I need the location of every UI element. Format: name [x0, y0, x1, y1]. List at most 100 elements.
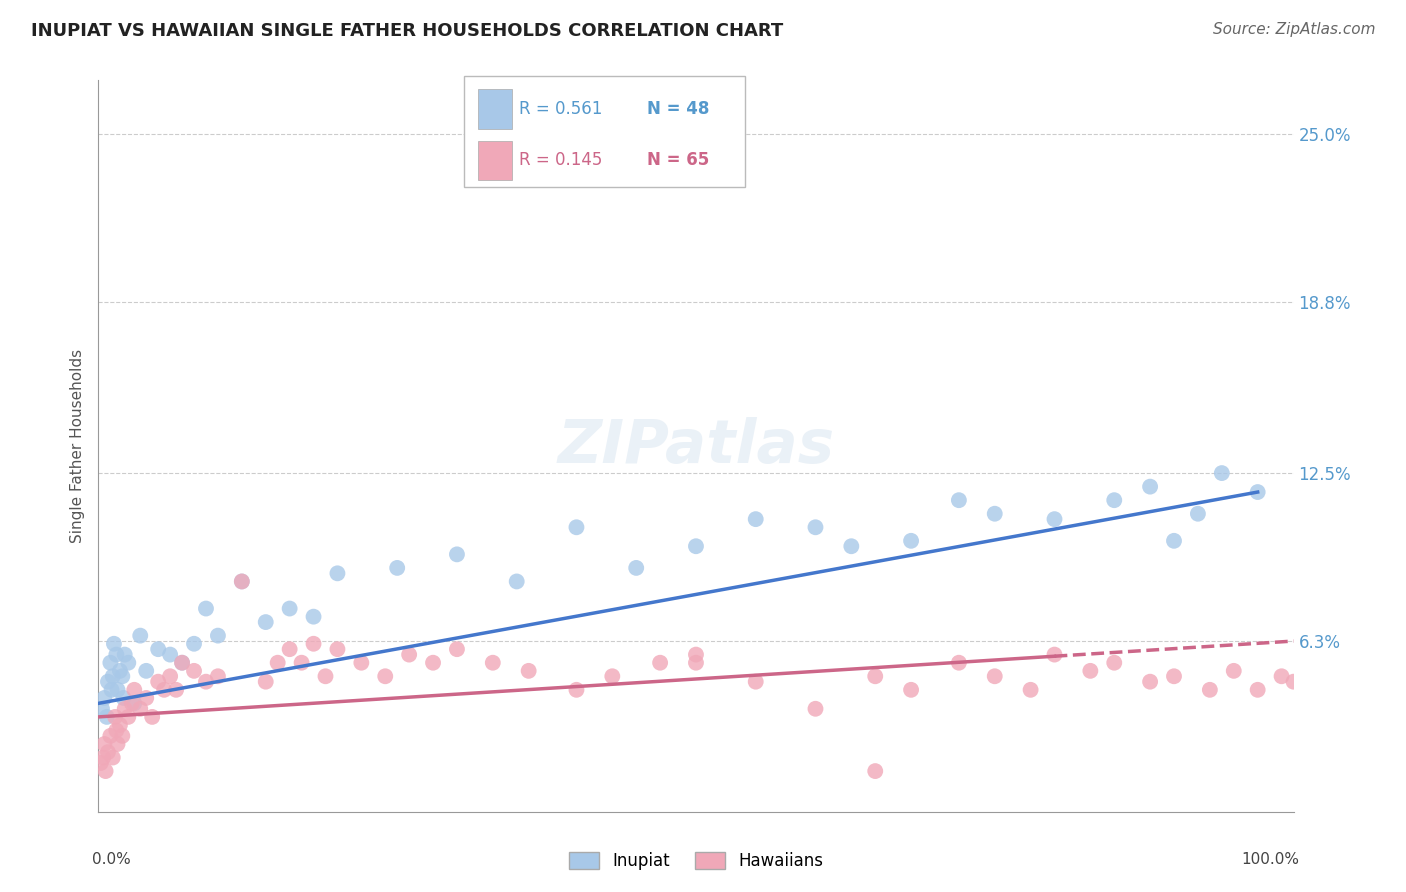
Point — [1211, 466, 1233, 480]
Point — [96, 710, 118, 724]
Point — [278, 601, 301, 615]
Point — [626, 561, 648, 575]
Point — [685, 539, 707, 553]
Point — [745, 512, 768, 526]
Point — [326, 642, 349, 657]
Point — [105, 648, 128, 662]
Point — [1163, 669, 1185, 683]
Point — [93, 690, 115, 705]
Point — [114, 648, 136, 662]
Point — [100, 682, 122, 697]
Point — [172, 656, 194, 670]
Point — [103, 637, 125, 651]
Point — [1247, 682, 1270, 697]
Text: ZIPatlas: ZIPatlas — [557, 417, 835, 475]
Text: INUPIAT VS HAWAIIAN SINGLE FATHER HOUSEHOLDS CORRELATION CHART: INUPIAT VS HAWAIIAN SINGLE FATHER HOUSEH… — [31, 22, 783, 40]
Point — [1199, 682, 1222, 697]
Point — [97, 674, 120, 689]
Point — [948, 656, 970, 670]
Point — [104, 710, 127, 724]
Text: 0.0%: 0.0% — [93, 853, 131, 867]
Point — [1247, 485, 1270, 500]
Point — [90, 756, 112, 770]
Point — [98, 656, 122, 670]
Point — [108, 718, 131, 732]
Point — [1223, 664, 1246, 678]
Point — [482, 656, 505, 670]
Point — [291, 656, 314, 670]
Point — [685, 648, 707, 662]
Point — [105, 723, 128, 738]
Point — [183, 637, 205, 651]
Point — [91, 750, 114, 764]
Point — [129, 702, 152, 716]
Point — [124, 682, 146, 697]
Point — [804, 702, 827, 716]
Point — [117, 656, 139, 670]
Text: R = 0.561: R = 0.561 — [519, 100, 602, 118]
Y-axis label: Single Father Households: Single Father Households — [70, 349, 86, 543]
Point — [1282, 674, 1305, 689]
Point — [900, 533, 922, 548]
Point — [506, 574, 529, 589]
Point — [326, 566, 349, 581]
Point — [148, 674, 170, 689]
Text: N = 48: N = 48 — [647, 100, 709, 118]
Point — [93, 737, 115, 751]
Point — [97, 745, 120, 759]
Point — [159, 669, 181, 683]
Point — [1019, 682, 1042, 697]
Text: R = 0.145: R = 0.145 — [519, 152, 602, 169]
Point — [900, 682, 922, 697]
Point — [94, 764, 117, 778]
Point — [841, 539, 863, 553]
Point — [121, 697, 143, 711]
Point — [107, 682, 129, 697]
Point — [111, 669, 134, 683]
Point — [195, 674, 218, 689]
Point — [91, 702, 114, 716]
Point — [135, 690, 157, 705]
Point — [111, 729, 134, 743]
Point — [165, 682, 187, 697]
Point — [1139, 674, 1161, 689]
Point — [315, 669, 337, 683]
Point — [129, 629, 152, 643]
Point — [650, 656, 672, 670]
Point — [865, 764, 887, 778]
Point — [745, 674, 768, 689]
Point — [267, 656, 290, 670]
Point — [374, 669, 396, 683]
Text: N = 65: N = 65 — [647, 152, 709, 169]
Point — [984, 669, 1007, 683]
Point — [984, 507, 1007, 521]
Point — [231, 574, 253, 589]
Point — [1043, 648, 1066, 662]
Point — [948, 493, 970, 508]
Point — [385, 561, 409, 575]
Point — [207, 629, 229, 643]
Legend: Inupiat, Hawaiians: Inupiat, Hawaiians — [562, 845, 830, 877]
Point — [422, 656, 444, 670]
Point — [124, 697, 146, 711]
Point — [685, 656, 707, 670]
Point — [231, 574, 253, 589]
Point — [1043, 512, 1066, 526]
Point — [107, 737, 129, 751]
Point — [1104, 493, 1126, 508]
Point — [1271, 669, 1294, 683]
Point — [207, 669, 229, 683]
Text: 100.0%: 100.0% — [1241, 853, 1299, 867]
Point — [108, 664, 131, 678]
Point — [446, 642, 468, 657]
Text: Source: ZipAtlas.com: Source: ZipAtlas.com — [1212, 22, 1375, 37]
Point — [602, 669, 624, 683]
Point — [446, 547, 468, 561]
Point — [101, 669, 124, 683]
Point — [350, 656, 373, 670]
Point — [517, 664, 540, 678]
Point — [1139, 480, 1161, 494]
Point — [1163, 533, 1185, 548]
Point — [183, 664, 205, 678]
Point — [804, 520, 827, 534]
